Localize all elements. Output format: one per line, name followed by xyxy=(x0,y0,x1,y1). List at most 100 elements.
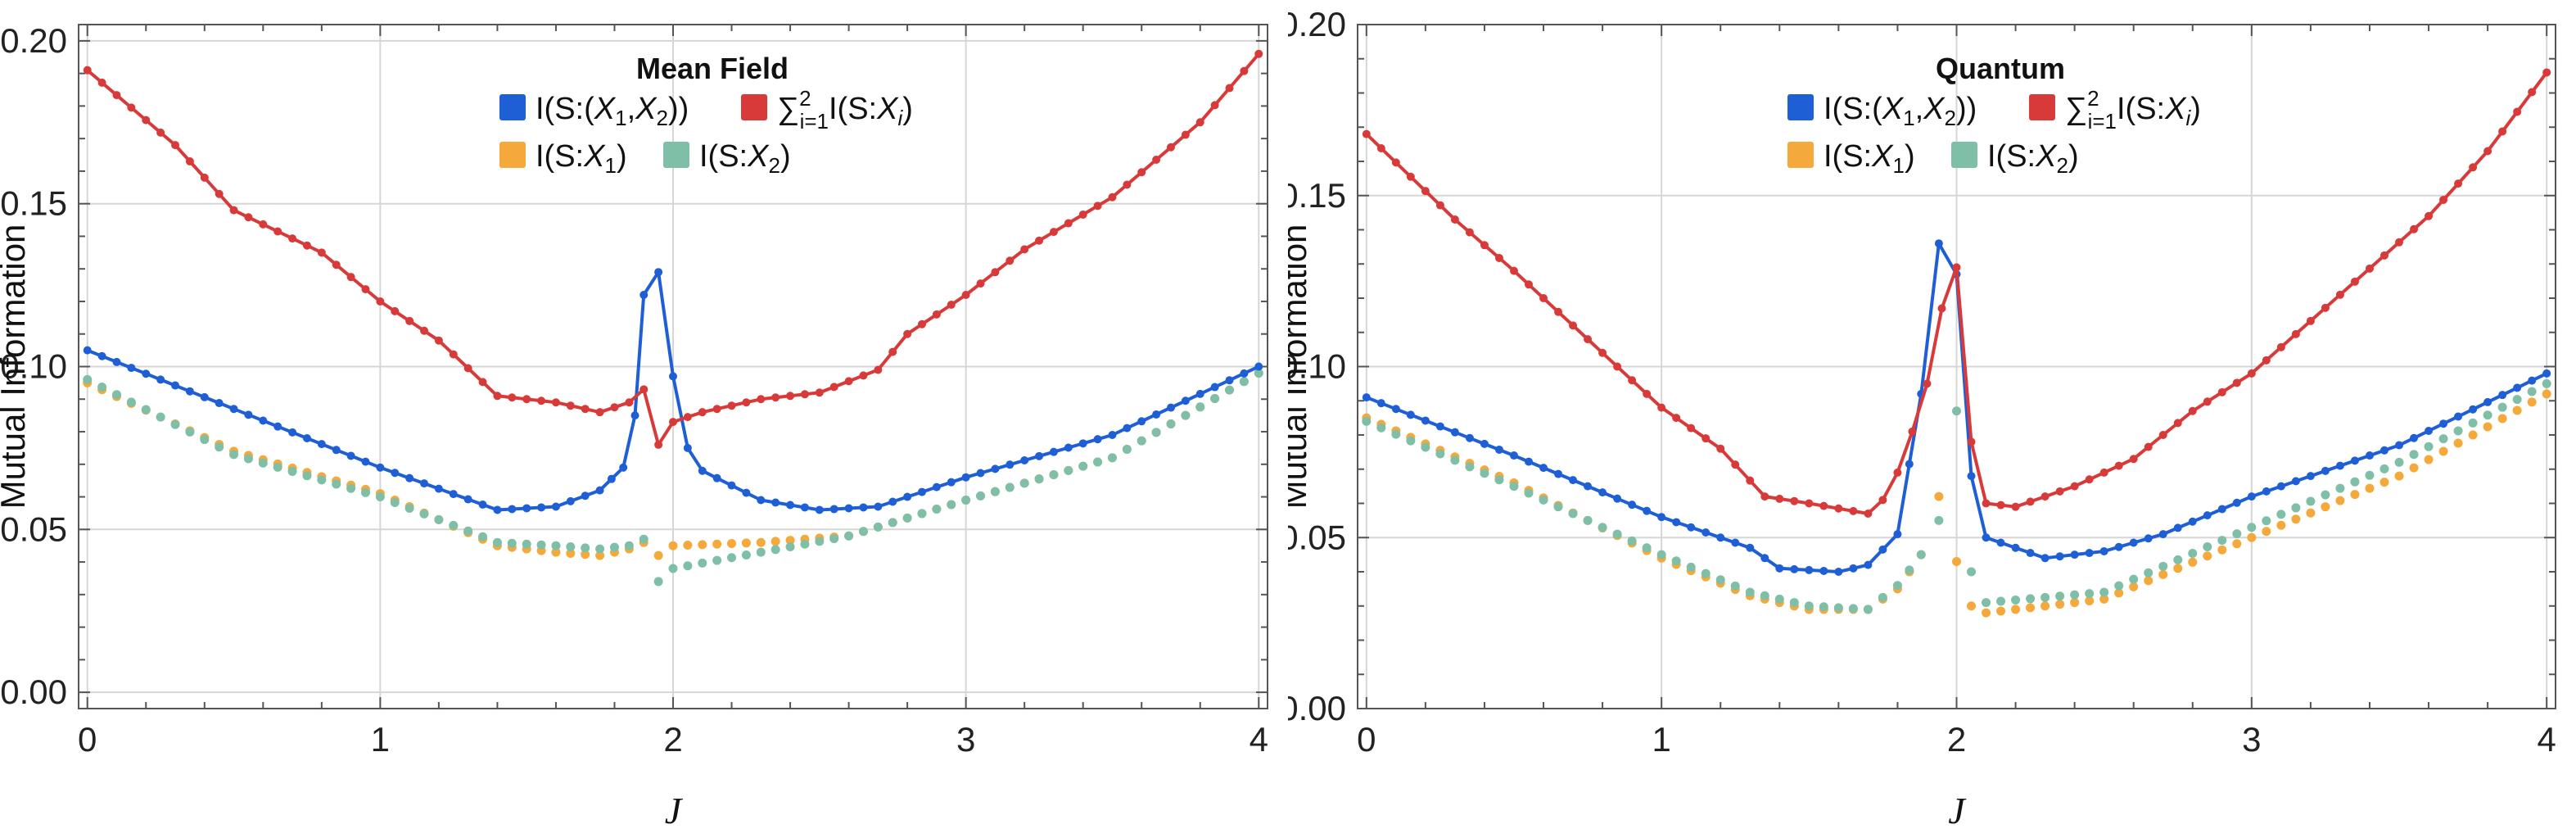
data-point xyxy=(200,173,209,182)
data-point xyxy=(757,395,766,404)
data-point xyxy=(170,419,180,429)
data-point xyxy=(1465,433,1474,442)
data-point xyxy=(2335,290,2344,299)
data-point xyxy=(1583,515,1593,525)
data-point xyxy=(566,548,576,558)
data-point xyxy=(2040,601,2050,611)
data-point xyxy=(522,395,531,404)
data-point xyxy=(1908,427,1917,436)
data-point xyxy=(2232,498,2241,507)
data-point xyxy=(1181,130,1190,139)
data-point xyxy=(785,542,795,552)
data-point xyxy=(669,372,677,381)
data-point xyxy=(2070,482,2079,491)
data-point xyxy=(1210,101,1219,110)
data-point xyxy=(712,539,722,549)
legend-label: ∑2 i=1I(S:Xi) xyxy=(2065,86,2201,134)
y-axis-label: Mutual Information xyxy=(0,224,32,510)
data-point xyxy=(1982,608,1991,618)
data-point xyxy=(83,346,92,355)
data-point xyxy=(1848,604,1858,614)
y-tick-label: 0.00 xyxy=(0,673,67,711)
data-point xyxy=(1494,253,1503,262)
data-point xyxy=(2188,557,2198,567)
data-point xyxy=(888,347,897,356)
minor-ticks xyxy=(1358,24,2556,709)
data-point xyxy=(2247,532,2257,542)
data-point xyxy=(361,285,370,294)
data-point xyxy=(302,471,312,481)
data-point xyxy=(1643,506,1652,515)
legend-swatch xyxy=(663,142,689,168)
data-point xyxy=(420,479,429,488)
data-point xyxy=(756,537,766,547)
data-point xyxy=(859,371,868,380)
data-point xyxy=(2409,450,2419,460)
data-point xyxy=(625,398,634,407)
y-tick-label: 0.05 xyxy=(0,510,67,548)
data-point xyxy=(2247,492,2256,501)
data-point xyxy=(2011,543,2020,552)
data-point xyxy=(1746,543,1755,552)
data-point xyxy=(888,518,897,528)
data-point xyxy=(961,291,970,300)
data-point xyxy=(2144,576,2153,586)
data-point xyxy=(2173,419,2182,428)
data-point xyxy=(1525,457,1533,466)
data-point xyxy=(1598,523,1607,532)
data-point xyxy=(83,66,92,75)
data-point xyxy=(2438,446,2448,456)
data-point xyxy=(302,433,311,442)
data-point xyxy=(712,405,721,414)
data-point xyxy=(1864,510,1873,519)
data-point xyxy=(1362,393,1371,402)
data-point xyxy=(111,390,121,400)
data-point xyxy=(2129,582,2139,591)
data-point xyxy=(829,383,838,392)
data-point xyxy=(1745,587,1755,597)
data-point xyxy=(639,385,649,394)
data-point xyxy=(376,463,385,472)
data-point xyxy=(1584,335,1593,344)
data-point xyxy=(1878,592,1887,602)
data-point xyxy=(2144,442,2153,451)
data-point xyxy=(332,260,341,270)
data-point xyxy=(2026,603,2036,613)
data-point xyxy=(2247,369,2256,378)
data-point xyxy=(1996,596,2006,606)
data-point xyxy=(630,411,639,420)
data-point xyxy=(2070,590,2080,600)
data-point xyxy=(2026,497,2035,506)
data-point xyxy=(2262,487,2271,496)
data-point xyxy=(976,279,985,288)
data-point xyxy=(2498,391,2507,400)
data-point xyxy=(1137,168,1146,177)
data-point xyxy=(215,442,224,452)
data-point xyxy=(2497,402,2507,412)
data-point xyxy=(2099,468,2108,477)
data-point xyxy=(2203,397,2212,406)
data-point xyxy=(507,538,517,548)
data-point xyxy=(566,496,575,505)
data-point xyxy=(669,418,677,427)
data-point xyxy=(1554,307,1563,316)
data-point xyxy=(2321,303,2330,312)
legend-swatch xyxy=(499,142,526,168)
data-point xyxy=(1628,376,1637,385)
data-point xyxy=(2512,395,2522,405)
data-point xyxy=(2469,163,2478,172)
data-point xyxy=(390,498,400,508)
data-point xyxy=(2276,482,2285,491)
data-point xyxy=(2439,419,2448,428)
data-point xyxy=(215,399,224,408)
data-point xyxy=(917,319,926,328)
data-point xyxy=(2425,426,2434,435)
data-point xyxy=(1642,543,1652,553)
data-point xyxy=(595,544,605,554)
data-point xyxy=(1391,429,1401,439)
data-point xyxy=(2513,383,2522,392)
data-point xyxy=(2438,434,2448,444)
y-tick-label: 0.10 xyxy=(1288,347,1346,386)
data-point xyxy=(1702,434,1711,443)
data-point xyxy=(551,502,560,511)
